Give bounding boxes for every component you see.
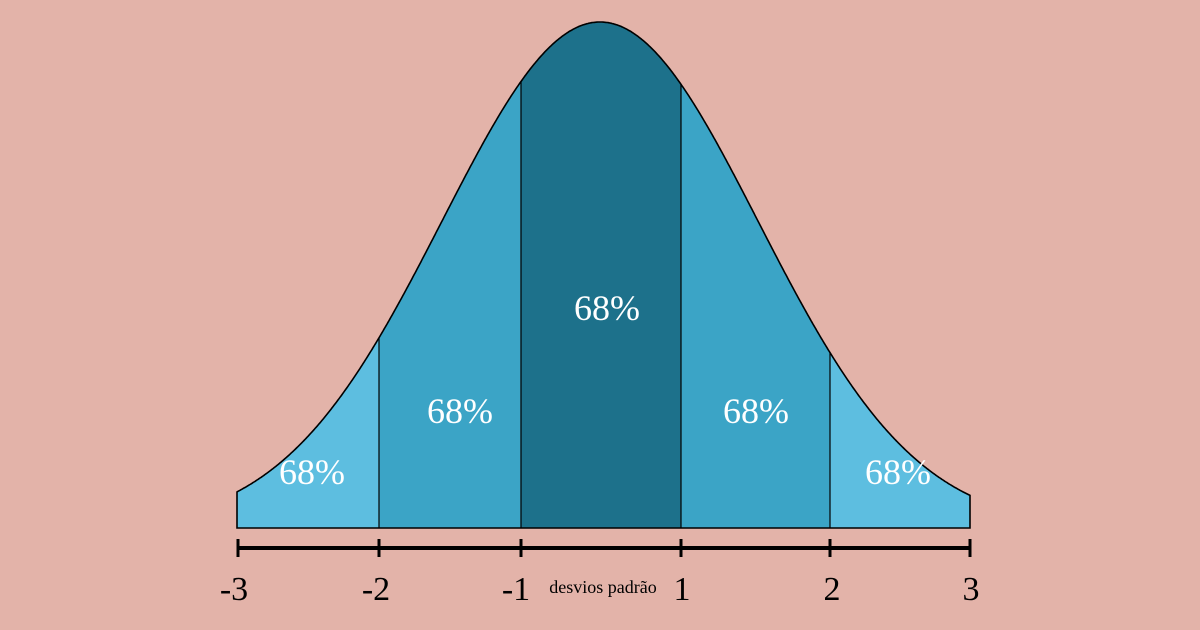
tick-label-2: 2 [824,571,841,608]
region-label-minus3-minus2: 68% [279,452,345,492]
region-label-minus2-minus1: 68% [427,391,493,431]
region-label-center: 68% [574,288,640,328]
tick-label-minus1: -1 [502,571,530,608]
curve-regions [237,22,970,529]
region-dividers [378,81,831,528]
tick-label-3: 3 [963,571,980,608]
tick-label-minus3: -3 [220,571,248,608]
tick-label-minus2: -2 [362,571,390,608]
region-label-2-3: 68% [865,452,931,492]
curve-region-0 [237,337,379,528]
curve-region-3 [681,84,830,529]
axis-caption: desvios padrão [549,577,656,597]
bell-curve-outline [236,21,971,529]
region-label-1-2: 68% [723,391,789,431]
curve-region-4 [830,352,970,528]
curve-region-2 [521,22,681,528]
region-labels: 68% 68% 68% 68% 68% [279,288,931,492]
curve-region-1 [379,81,521,528]
std-dev-axis: -3 -2 -1 1 2 3 desvios padrão [220,539,980,608]
tick-label-1: 1 [674,571,691,608]
